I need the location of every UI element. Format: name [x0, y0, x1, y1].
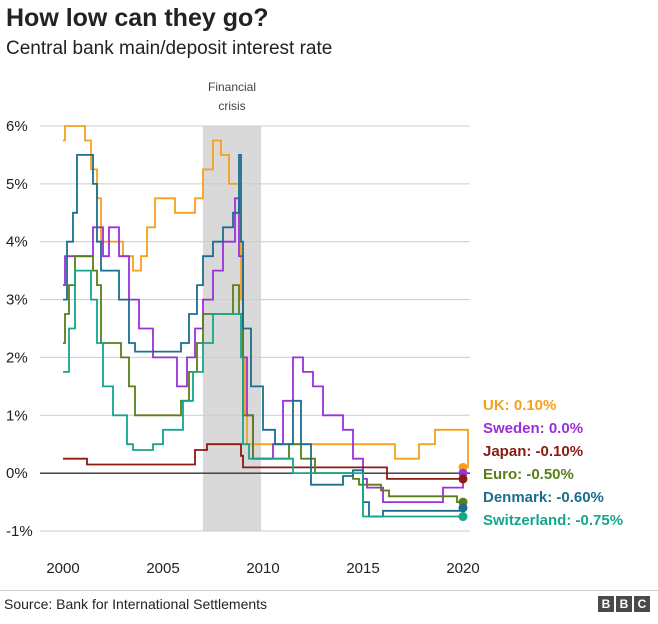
legend-label-switzerland: Switzerland: -0.75% [483, 512, 623, 529]
y-tick-label: 6% [6, 118, 28, 135]
y-tick-label: -1% [6, 523, 33, 540]
series-endpoint-denmark [458, 503, 468, 513]
y-tick-label: 2% [6, 349, 28, 366]
y-tick-label: 5% [6, 176, 28, 193]
series-line-japan [63, 443, 463, 480]
bbc-logo-letter-2: B [616, 596, 632, 612]
y-tick-label: 1% [6, 407, 28, 424]
y-tick-label: 0% [6, 465, 28, 482]
series-line-switzerland [63, 269, 463, 518]
legend-label-sweden: Sweden: 0.0% [483, 420, 583, 437]
source-note: Source: Bank for International Settlemen… [4, 596, 268, 612]
legend-label-euro: Euro: -0.50% [483, 466, 574, 483]
x-tick-label: 2000 [46, 560, 79, 577]
footer-divider [0, 590, 658, 591]
legend-label-japan: Japan: -0.10% [483, 443, 583, 460]
financial-crisis-band [203, 126, 261, 531]
series-line-sweden [63, 197, 464, 503]
x-tick-label: 2020 [446, 560, 479, 577]
x-tick-label: 2015 [346, 560, 379, 577]
chart-subtitle: Central bank main/deposit interest rate [6, 38, 333, 59]
x-tick-label: 2005 [146, 560, 179, 577]
crisis-label-line2: crisis [218, 99, 245, 113]
interest-rate-chart: Financial crisis -1% 0% 1% 2% 3% 4% 5% 6% 2000 200… [6, 80, 623, 577]
series-line-euro [63, 255, 463, 503]
crisis-label-line1: Financial [208, 80, 256, 94]
bbc-logo-letter-1: B [598, 596, 614, 612]
legend-label-uk: UK: 0.10% [483, 397, 556, 414]
series-endpoint-japan [458, 474, 468, 484]
bbc-logo-letter-3: C [634, 596, 650, 612]
x-tick-label: 2010 [246, 560, 279, 577]
legend-label-denmark: Denmark: -0.60% [483, 489, 604, 506]
y-tick-label: 4% [6, 234, 28, 251]
y-tick-label: 3% [6, 292, 28, 309]
series-endpoint-switzerland [458, 512, 468, 522]
series-line-denmark [63, 154, 464, 518]
chart-title: How low can they go? [6, 4, 269, 32]
bbc-logo: B B C [598, 596, 650, 612]
